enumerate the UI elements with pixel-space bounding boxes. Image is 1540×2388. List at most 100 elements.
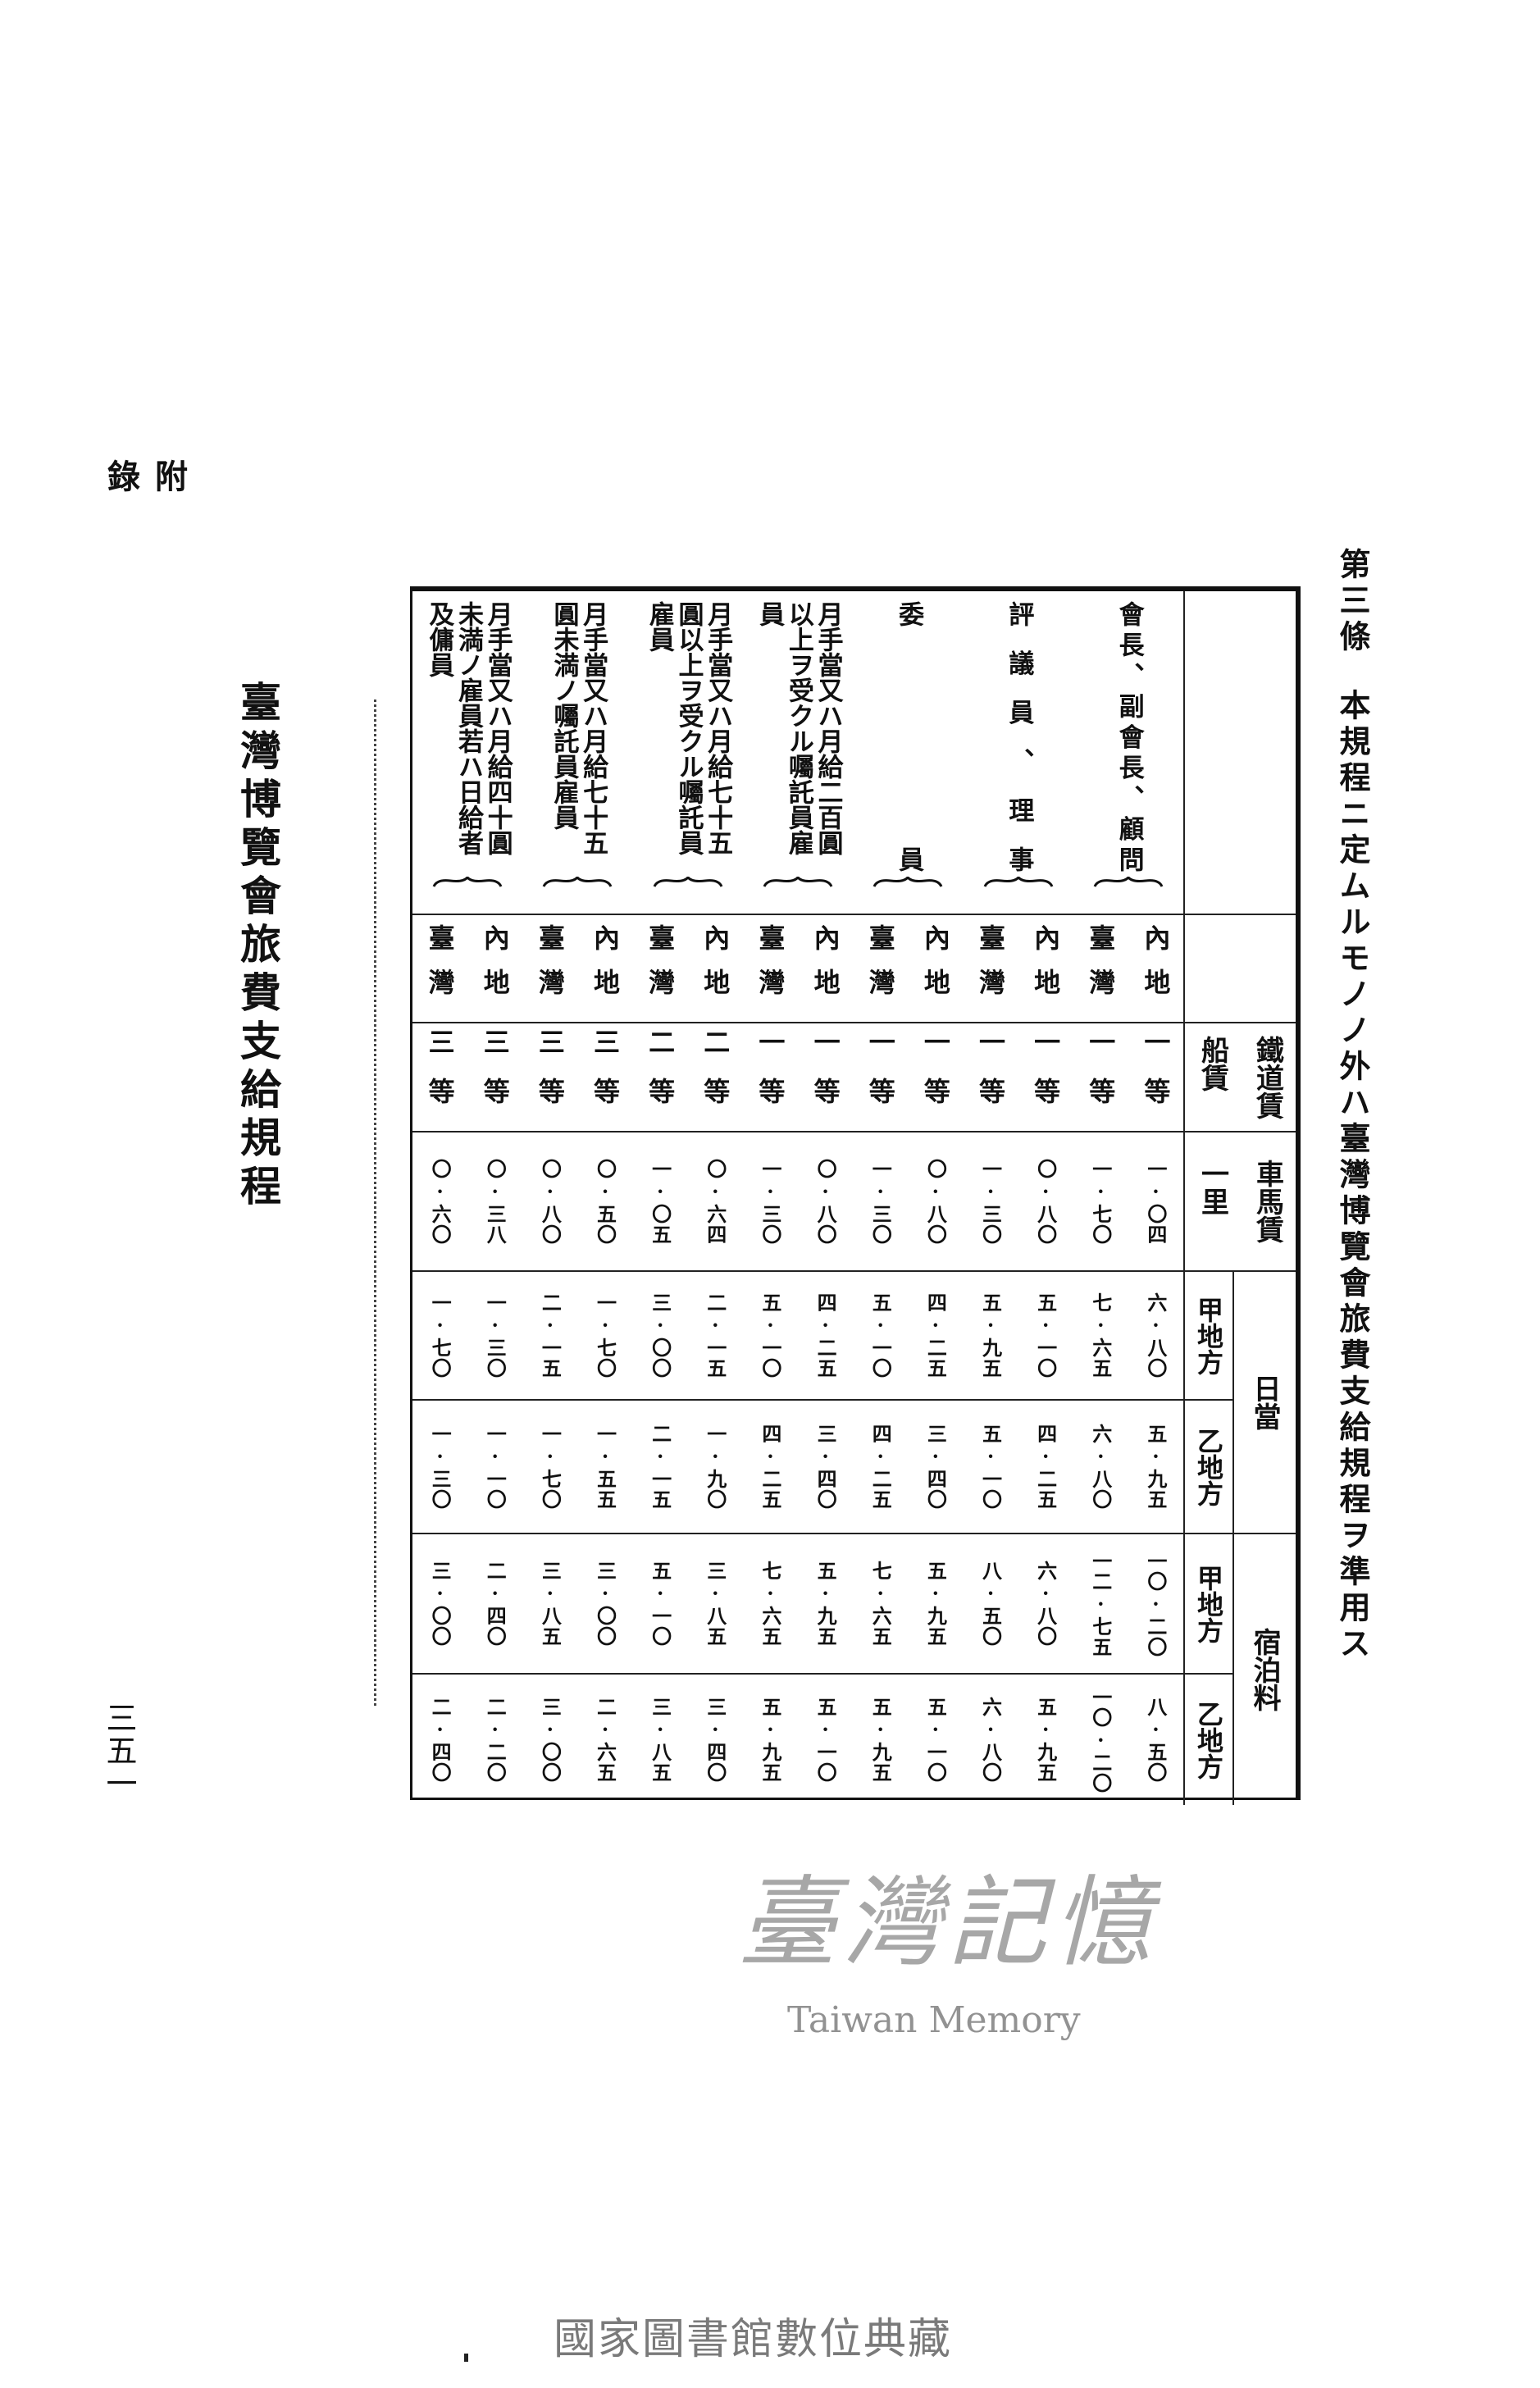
class-cell: 一等 [908, 1023, 964, 1132]
class-cell-value: 三等 [424, 1028, 456, 1127]
region-cell: 內地 [687, 915, 743, 1023]
region-cell: 內地 [467, 915, 523, 1023]
daily-allowance-a-cell: 五·一〇 [742, 1272, 798, 1401]
group-name: 月手當又ハ月給七十五圓以上ヲ受クル囑託員雇員 [644, 601, 733, 855]
lodging-b-cell: 三·八五 [633, 1675, 688, 1805]
daily-allowance-a-cell: 二·一五 [522, 1272, 578, 1401]
lodging-a-cell: 三·〇〇 [412, 1534, 468, 1675]
class-cell-value: 一等 [919, 1028, 951, 1127]
brace-icon [653, 877, 723, 887]
lodging-b-cell: 一〇·二〇 [1073, 1675, 1128, 1805]
daily-allowance-a-cell-value: 五·九五 [978, 1292, 1003, 1379]
daily-allowance-a-cell-value: 二·一五 [703, 1292, 727, 1379]
daily-allowance-b-cell-value: 一·三〇 [428, 1424, 453, 1510]
lodging-a-cell-value: 八·五〇 [978, 1561, 1003, 1647]
daily-allowance-a-cell-value: 二·一五 [538, 1292, 563, 1379]
header-region-b: 乙地方 [1193, 1700, 1224, 1780]
class-cell-value: 一等 [864, 1028, 896, 1127]
carriage-fare-cell-value: 〇·五〇 [593, 1158, 617, 1245]
brace-icon [543, 877, 613, 887]
class-cell: 一等 [853, 1023, 909, 1132]
class-cell-value: 一等 [1140, 1028, 1172, 1127]
daily-allowance-a-cell: 三·〇〇 [632, 1272, 688, 1401]
daily-allowance-b-cell-value: 四·二五 [1033, 1424, 1058, 1510]
region-cell-value: 內地 [479, 924, 511, 1013]
daily-allowance-b-cell: 二·一五 [632, 1401, 688, 1534]
lodging-b-cell: 三·四〇 [688, 1675, 743, 1805]
header-lodging: 宿泊料 [1232, 1534, 1296, 1805]
header-daily-allowance: 日當 [1232, 1272, 1296, 1534]
region-cell-value: 內地 [1030, 924, 1062, 1013]
daily-allowance-b-cell: 四·二五 [742, 1401, 798, 1534]
appendix-label: 附 錄 [97, 459, 192, 582]
class-cell-value: 一等 [1030, 1028, 1062, 1127]
lodging-b-cell: 二·六五 [577, 1675, 632, 1805]
group-name: 委員 [894, 601, 924, 872]
class-cell-value: 一等 [754, 1028, 786, 1127]
lodging-b-cell-value: 二·二〇 [483, 1697, 508, 1783]
carriage-fare-cell: 〇·八〇 [908, 1132, 964, 1272]
lodging-b-cell: 二·四〇 [412, 1675, 467, 1805]
region-cell: 臺灣 [1073, 915, 1128, 1023]
lodging-a-cell: 八·五〇 [963, 1534, 1018, 1675]
class-cell: 三等 [467, 1023, 523, 1132]
region-cell-value: 臺灣 [424, 924, 456, 1013]
carriage-fare-cell: 一·〇五 [632, 1132, 688, 1272]
carriage-fare-cell-value: 〇·八〇 [1033, 1158, 1058, 1245]
region-cell-value: 臺灣 [754, 924, 786, 1013]
class-cell-value: 一等 [975, 1028, 1006, 1127]
carriage-fare-cell: 〇·八〇 [798, 1132, 854, 1272]
group-name-cell: 月手當又ハ月給七十五圓以上ヲ受クル囑託員雇員 [632, 591, 743, 915]
group-name: 會長、副會長、顧問 [1114, 601, 1144, 872]
group-name-cell: 委員 [853, 591, 964, 915]
lodging-b-cell: 五·九五 [1018, 1675, 1073, 1805]
lodging-b-cell: 六·八〇 [963, 1675, 1018, 1805]
region-cell: 臺灣 [412, 915, 468, 1023]
region-cell: 內地 [577, 915, 633, 1023]
lodging-b-cell-value: 五·一〇 [813, 1697, 838, 1783]
lodging-a-cell: 三·八五 [687, 1534, 743, 1675]
daily-allowance-b-cell-value: 四·二五 [758, 1424, 782, 1510]
lodging-a-cell-value: 一二·七五 [1088, 1550, 1113, 1657]
region-cell: 臺灣 [522, 915, 578, 1023]
region-cell-value: 臺灣 [645, 924, 677, 1013]
carriage-fare-cell: 〇·六〇 [412, 1132, 468, 1272]
appendix-label-char: 附 [149, 459, 188, 492]
header-carriage-unit: 一里 [1196, 1160, 1229, 1215]
daily-allowance-a-cell-value: 七·六五 [1088, 1292, 1113, 1379]
lodging-a-cell: 七·六五 [853, 1534, 909, 1675]
dotted-divider [374, 700, 376, 1706]
lodging-a-cell-value: 二·四〇 [483, 1561, 508, 1647]
carriage-fare-cell-value: 〇·六〇 [428, 1158, 453, 1245]
lodging-b-cell: 五·一〇 [908, 1675, 963, 1805]
lodging-b-cell-value: 三·〇〇 [538, 1697, 563, 1783]
daily-allowance-a-cell-value: 三·〇〇 [648, 1292, 672, 1379]
lodging-b-cell-value: 五·一〇 [923, 1697, 948, 1783]
lodging-a-cell: 五·九五 [798, 1534, 854, 1675]
daily-allowance-a-cell: 一·七〇 [412, 1272, 468, 1401]
lodging-b-cell: 三·〇〇 [522, 1675, 577, 1805]
carriage-fare-cell-value: 一·〇四 [1143, 1158, 1168, 1245]
lodging-a-cell-value: 三·〇〇 [428, 1561, 453, 1647]
carriage-fare-cell: 一·三〇 [853, 1132, 909, 1272]
daily-allowance-b-cell-value: 四·二五 [868, 1424, 893, 1510]
scan-speck [464, 2354, 468, 2362]
header-lodging-b: 乙地方 [1183, 1675, 1232, 1805]
daily-allowance-a-cell: 六·八〇 [1128, 1272, 1183, 1401]
header-blank [1183, 915, 1296, 1023]
class-cell: 一等 [1128, 1023, 1183, 1132]
region-cell: 臺灣 [632, 915, 688, 1023]
class-cell: 一等 [1073, 1023, 1128, 1132]
lodging-a-cell: 六·八〇 [1018, 1534, 1073, 1675]
carriage-fare-cell-value: 〇·六四 [703, 1158, 727, 1245]
carriage-fare-cell: 一·〇四 [1128, 1132, 1183, 1272]
header-daily-b: 乙地方 [1183, 1401, 1232, 1534]
class-cell: 三等 [522, 1023, 578, 1132]
brace-icon [432, 877, 503, 887]
lodging-b-cell-value: 五·九五 [758, 1697, 782, 1783]
class-cell-value: 一等 [809, 1028, 841, 1127]
daily-allowance-a-cell-value: 四·二五 [923, 1292, 948, 1379]
daily-allowance-b-cell: 四·二五 [1018, 1401, 1073, 1534]
daily-allowance-a-cell-value: 五·一〇 [1033, 1292, 1058, 1379]
travel-expense-table: 鐵道賃 船賃 車馬賃 一里 日當 甲地方 乙地方 宿泊料 甲地方 乙地方 會長、副會長、顧問 評議員、… [410, 586, 1301, 1805]
